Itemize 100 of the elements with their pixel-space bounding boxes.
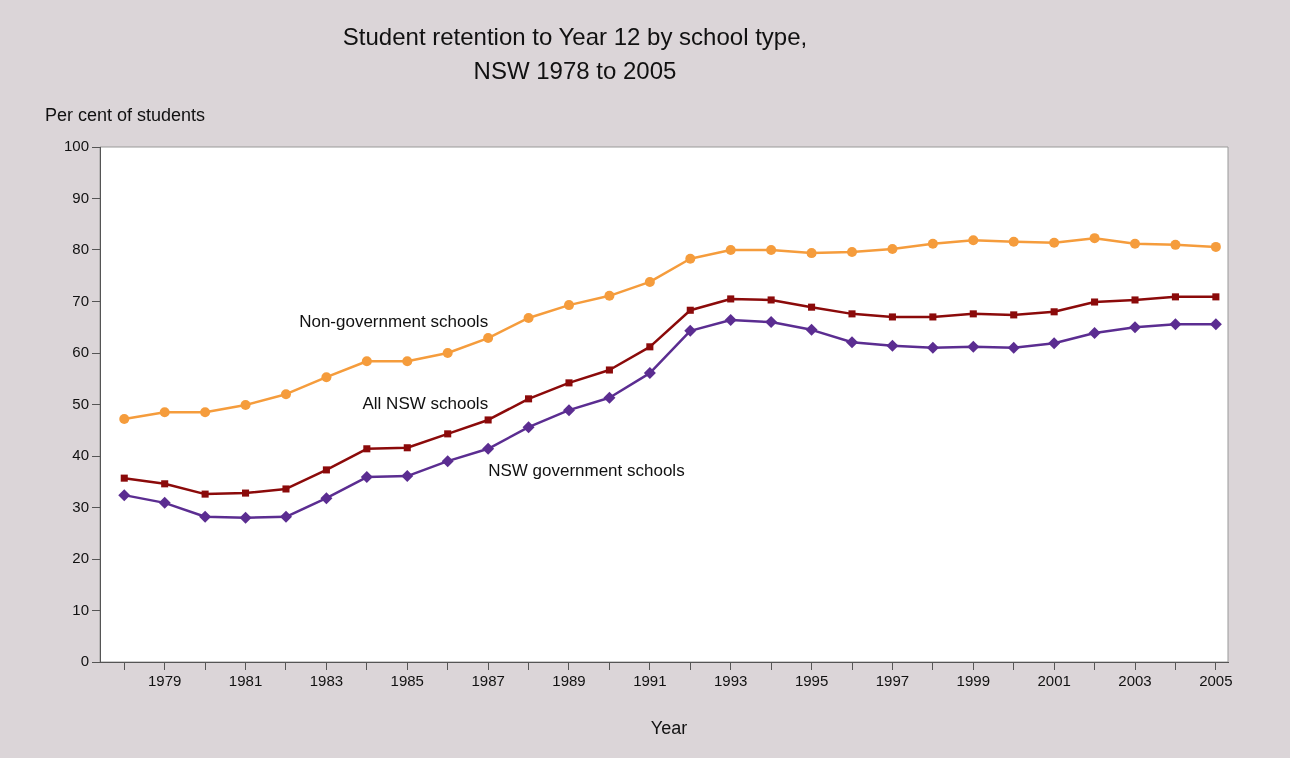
point <box>847 247 857 258</box>
point <box>242 489 250 497</box>
point <box>321 372 332 383</box>
point <box>282 485 290 493</box>
point <box>968 235 979 246</box>
point <box>604 290 615 301</box>
point <box>402 356 413 367</box>
point <box>239 511 252 524</box>
y-tick-label: 50 <box>72 394 89 412</box>
point <box>1091 298 1099 306</box>
point <box>1170 239 1181 250</box>
point <box>927 238 938 249</box>
point <box>806 248 817 259</box>
point <box>887 243 898 254</box>
point <box>765 316 778 329</box>
y-tick-label: 20 <box>72 549 89 567</box>
point <box>484 416 492 424</box>
point <box>724 314 737 327</box>
point <box>403 444 411 452</box>
point <box>969 310 977 318</box>
point <box>685 253 696 264</box>
x-tick-label: 1987 <box>471 672 505 690</box>
x-tick-label: 1997 <box>875 672 910 690</box>
x-tick-label: 2005 <box>1199 672 1233 690</box>
point <box>360 471 373 484</box>
point <box>1089 233 1100 244</box>
point <box>846 336 858 349</box>
y-tick-label: 100 <box>63 137 89 155</box>
point <box>1088 326 1101 339</box>
series-label: All NSW schools <box>362 393 489 413</box>
point <box>1169 318 1182 331</box>
x-tick-label: 1995 <box>794 672 829 690</box>
y-tick-label: 10 <box>72 600 89 618</box>
chart-title: Student retention to Year 12 by school type, NSW 1978 to 2005 <box>342 22 808 84</box>
point <box>482 442 495 455</box>
point <box>361 356 372 367</box>
point <box>158 496 171 509</box>
point <box>605 366 613 374</box>
point <box>805 323 818 336</box>
x-tick-label: 1979 <box>148 672 182 690</box>
point <box>646 343 654 351</box>
point <box>1008 236 1019 247</box>
point <box>442 348 453 358</box>
point <box>120 474 128 482</box>
x-tick-label: 2001 <box>1037 672 1071 690</box>
point <box>199 510 212 523</box>
point <box>363 445 371 453</box>
point <box>159 407 170 418</box>
point <box>525 395 533 403</box>
point <box>1130 238 1141 249</box>
point <box>322 466 330 474</box>
point <box>280 389 291 400</box>
x-tick-label: 1985 <box>390 672 424 690</box>
point <box>767 296 775 304</box>
point <box>1050 308 1058 316</box>
y-axis-title: Per cent of students <box>45 104 206 125</box>
x-tick-label: 1993 <box>714 672 748 690</box>
x-tick-label: 1999 <box>956 672 990 690</box>
point <box>926 341 939 354</box>
point <box>1209 318 1222 331</box>
y-tick-label: 30 <box>72 497 89 515</box>
point <box>118 489 131 502</box>
point <box>401 470 414 483</box>
point <box>119 413 130 424</box>
point <box>523 312 534 323</box>
point <box>161 480 169 488</box>
point <box>727 295 735 303</box>
point <box>1007 341 1020 354</box>
point <box>320 492 333 505</box>
point <box>888 313 896 321</box>
y-tick-label: 70 <box>72 291 89 309</box>
point <box>1048 337 1061 350</box>
point <box>644 276 655 287</box>
point <box>1210 241 1221 252</box>
point <box>643 367 656 380</box>
point <box>563 300 574 311</box>
point <box>201 490 209 498</box>
point <box>1131 296 1139 304</box>
x-tick-label: 2003 <box>1118 672 1152 690</box>
point <box>684 324 697 337</box>
y-tick-label: 90 <box>72 188 89 206</box>
point <box>967 340 980 353</box>
point <box>562 404 575 417</box>
point <box>1049 237 1060 248</box>
point <box>929 313 937 321</box>
point <box>603 391 616 404</box>
point <box>1171 293 1179 301</box>
point <box>1010 311 1018 319</box>
x-tick-label: 1981 <box>228 672 263 690</box>
point <box>522 421 535 434</box>
point <box>565 379 573 387</box>
y-tick-label: 40 <box>72 446 89 464</box>
point <box>808 303 816 311</box>
point <box>848 310 856 318</box>
point <box>483 333 494 344</box>
point <box>1212 293 1220 301</box>
point <box>444 430 452 438</box>
y-tick-label: 60 <box>72 343 89 361</box>
series-label: NSW government schools <box>488 461 685 481</box>
point <box>200 407 211 418</box>
